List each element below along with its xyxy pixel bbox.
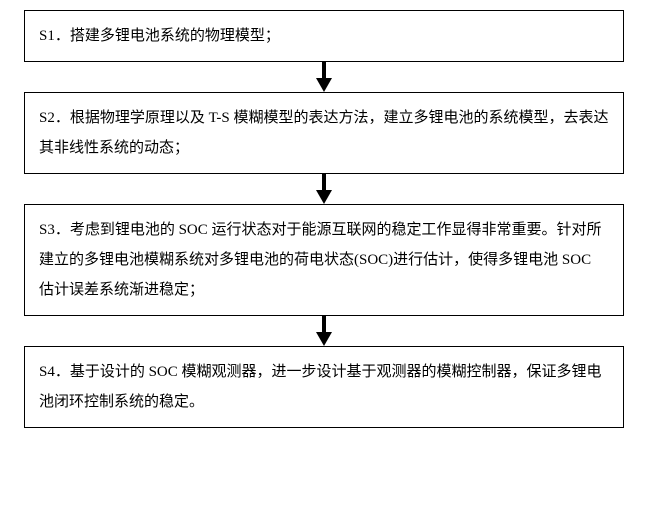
step-text: S4．基于设计的 SOC 模糊观测器，进一步设计基于观测器的模糊控制器，保证多锂…	[39, 364, 602, 410]
step-text: S3．考虑到锂电池的 SOC 运行状态对于能源互联网的稳定工作显得非常重要。针对…	[39, 222, 602, 298]
arrow-s3-s4	[314, 316, 334, 346]
step-text: S1．搭建多锂电池系统的物理模型；	[39, 28, 280, 44]
arrow-s1-s2	[314, 62, 334, 92]
step-box-s3: S3．考虑到锂电池的 SOC 运行状态对于能源互联网的稳定工作显得非常重要。针对…	[24, 204, 624, 316]
step-box-s2: S2．根据物理学原理以及 T-S 模糊模型的表达方法，建立多锂电池的系统模型，去…	[24, 92, 624, 174]
step-text: S2．根据物理学原理以及 T-S 模糊模型的表达方法，建立多锂电池的系统模型，去…	[39, 110, 608, 156]
step-box-s1: S1．搭建多锂电池系统的物理模型；	[24, 10, 624, 62]
arrow-s2-s3	[314, 174, 334, 204]
step-box-s4: S4．基于设计的 SOC 模糊观测器，进一步设计基于观测器的模糊控制器，保证多锂…	[24, 346, 624, 428]
